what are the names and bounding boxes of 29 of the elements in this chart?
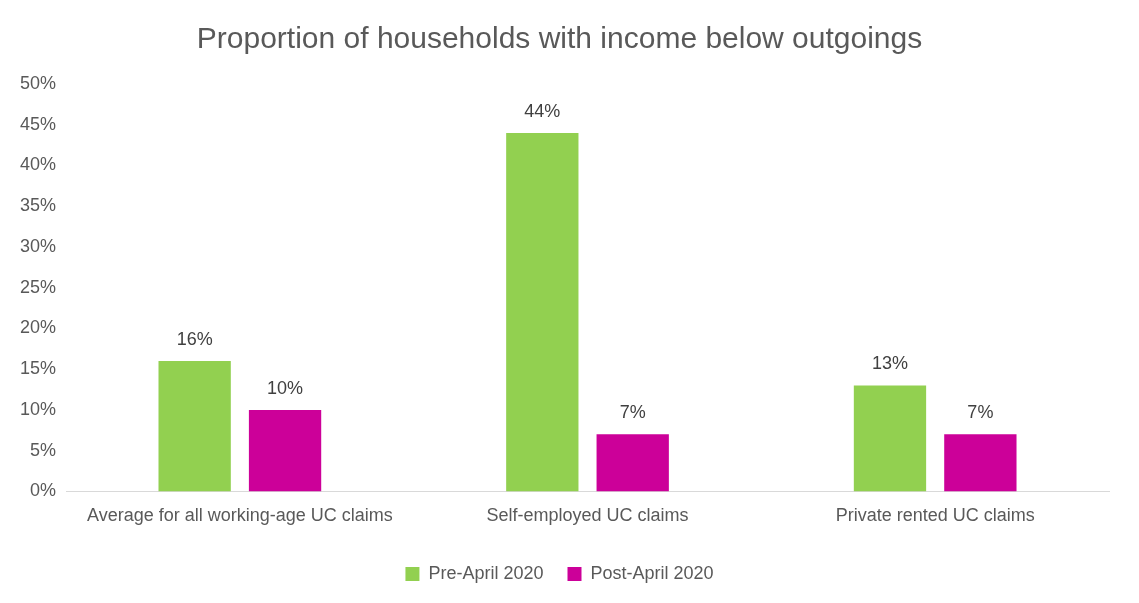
y-tick-label: 35% xyxy=(20,195,57,216)
data-label: 10% xyxy=(267,377,304,398)
y-tick-label: 10% xyxy=(20,398,57,419)
data-label: 16% xyxy=(176,329,213,349)
y-tick-label: 30% xyxy=(20,235,57,256)
y-tick-label: 50% xyxy=(20,72,57,93)
bar xyxy=(248,409,322,492)
bar xyxy=(596,434,669,492)
x-tick-label: Self-employed UC claims xyxy=(486,505,689,526)
y-tick-label: 20% xyxy=(20,317,57,338)
bar xyxy=(506,132,579,492)
chart-title: Proportion of households with income below outgoings xyxy=(196,21,923,55)
bar xyxy=(158,361,231,492)
legend-label: Pre-April 2020 xyxy=(428,562,544,583)
x-tick-label: Average for all working-age UC claims xyxy=(86,505,393,526)
y-tick-label: 15% xyxy=(20,358,57,379)
legend-label: Post-April 2020 xyxy=(590,562,714,583)
data-label: 7% xyxy=(619,402,646,423)
data-label: 7% xyxy=(967,402,994,423)
y-tick-label: 5% xyxy=(30,439,57,460)
bar xyxy=(853,385,927,492)
bar xyxy=(944,434,1017,492)
y-tick-label: 40% xyxy=(20,154,57,175)
y-tick-label: 25% xyxy=(20,276,57,297)
x-tick-label: Private rented UC claims xyxy=(835,505,1035,526)
data-label: 13% xyxy=(871,353,908,374)
y-tick-label: 0% xyxy=(30,480,57,501)
data-label: 44% xyxy=(524,100,561,121)
y-tick-label: 45% xyxy=(20,113,57,134)
